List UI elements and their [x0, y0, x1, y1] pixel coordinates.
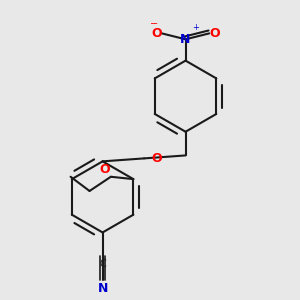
Text: C: C	[99, 259, 106, 269]
Text: N: N	[98, 282, 108, 295]
Text: +: +	[192, 23, 199, 32]
Text: −: −	[149, 19, 158, 28]
Text: O: O	[151, 152, 162, 165]
Text: O: O	[209, 27, 220, 40]
Text: O: O	[151, 27, 162, 40]
Text: O: O	[99, 163, 110, 176]
Text: N: N	[180, 33, 191, 46]
